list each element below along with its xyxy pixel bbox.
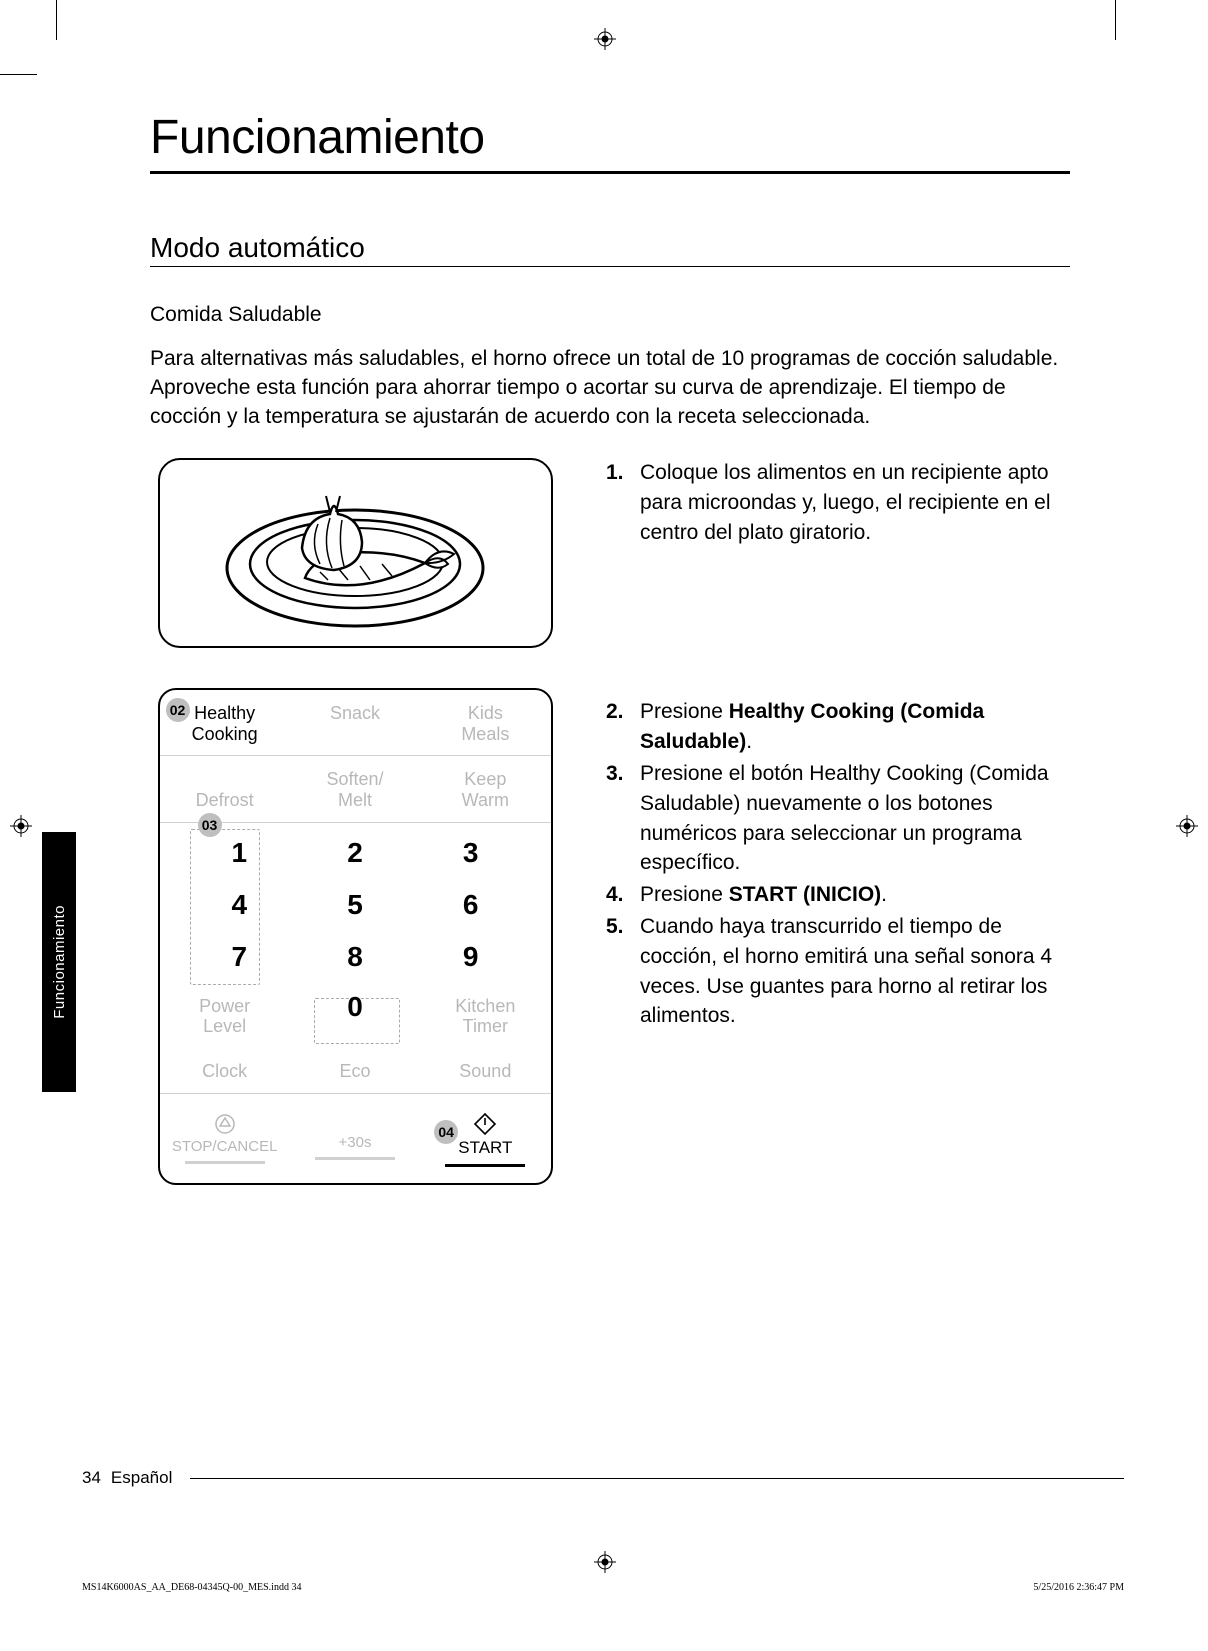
- instruction-steps: 1.Coloque los alimentos en un recipiente…: [606, 458, 1070, 547]
- intro-paragraph: Para alternativas más saludables, el hor…: [150, 345, 1070, 432]
- crop-mark: [1115, 0, 1116, 40]
- step-item: 5.Cuando haya transcurrido el tiempo de …: [606, 912, 1070, 1031]
- crop-mark: [56, 0, 57, 40]
- start-icon: [473, 1112, 497, 1136]
- snack-button[interactable]: Snack: [290, 690, 420, 755]
- step-item: 3.Presione el botón Healthy Cooking (Com…: [606, 759, 1070, 878]
- dashed-highlight: [190, 829, 260, 985]
- key-5[interactable]: 5: [297, 883, 413, 927]
- soften-melt-button[interactable]: Soften/ Melt: [290, 756, 420, 821]
- footer-language: Español: [111, 1468, 172, 1488]
- page-footer: 34 Español: [82, 1468, 1124, 1488]
- step-text: Cuando haya transcurrido el tiempo de co…: [640, 912, 1070, 1031]
- side-tab-label: Funcionamiento: [51, 905, 68, 1019]
- section-rule: [150, 266, 1070, 267]
- title-rule: [150, 171, 1070, 174]
- registration-mark-icon: [10, 815, 32, 837]
- print-time: 5/25/2016 2:36:47 PM: [1033, 1582, 1124, 1593]
- plus-30s-button[interactable]: +30s: [290, 1112, 420, 1167]
- keep-warm-button[interactable]: Keep Warm: [420, 756, 550, 821]
- kitchen-timer-button[interactable]: Kitchen Timer: [420, 983, 550, 1048]
- key-6[interactable]: 6: [413, 883, 529, 927]
- stop-cancel-button[interactable]: STOP/CANCEL: [160, 1112, 290, 1167]
- step-item: 4.Presione START (INICIO).: [606, 880, 1070, 910]
- step-item: 2.Presione Healthy Cooking (Comida Salud…: [606, 697, 1070, 757]
- instruction-steps: 2.Presione Healthy Cooking (Comida Salud…: [606, 697, 1070, 1031]
- eco-button[interactable]: Eco: [290, 1048, 420, 1093]
- start-button[interactable]: 04 START: [420, 1112, 550, 1167]
- control-panel: 02 Healthy Cooking Snack Kids Meals Defr…: [158, 688, 553, 1185]
- step-badge-02: 02: [166, 698, 190, 722]
- crop-mark: [0, 74, 37, 75]
- defrost-button[interactable]: Defrost: [160, 756, 290, 821]
- step-text: Presione el botón Healthy Cooking (Comid…: [640, 759, 1070, 878]
- step-text: Coloque los alimentos en un recipiente a…: [640, 458, 1070, 547]
- page-number: 34: [82, 1468, 101, 1488]
- healthy-cooking-button[interactable]: 02 Healthy Cooking: [160, 690, 290, 755]
- key-8[interactable]: 8: [297, 935, 413, 979]
- kids-meals-button[interactable]: Kids Meals: [420, 690, 550, 755]
- side-tab: Funcionamiento: [42, 832, 76, 1092]
- registration-mark-icon: [594, 28, 616, 50]
- page-title: Funcionamiento: [150, 110, 1070, 165]
- registration-mark-icon: [594, 1551, 616, 1573]
- key-0[interactable]: 0: [290, 983, 420, 1048]
- key-2[interactable]: 2: [297, 831, 413, 875]
- footer-rule: [190, 1478, 1124, 1479]
- step-badge-04: 04: [434, 1120, 458, 1144]
- print-file: MS14K6000AS_AA_DE68-04345Q-00_MES.indd 3…: [82, 1582, 301, 1593]
- step-text: Presione Healthy Cooking (Comida Saludab…: [640, 697, 1070, 757]
- print-footer: MS14K6000AS_AA_DE68-04345Q-00_MES.indd 3…: [82, 1582, 1124, 1593]
- step-item: 1.Coloque los alimentos en un recipiente…: [606, 458, 1070, 547]
- plate-food-icon: [210, 468, 500, 638]
- key-9[interactable]: 9: [413, 935, 529, 979]
- step-badge-03: 03: [198, 813, 222, 837]
- step-text: Presione START (INICIO).: [640, 880, 1070, 910]
- registration-mark-icon: [1176, 815, 1198, 837]
- power-level-button[interactable]: Power Level: [160, 983, 290, 1048]
- clock-button[interactable]: Clock: [160, 1048, 290, 1093]
- subheading: Comida Saludable: [150, 303, 1070, 327]
- food-illustration: [158, 458, 553, 648]
- key-3[interactable]: 3: [413, 831, 529, 875]
- section-heading: Modo automático: [150, 232, 1070, 264]
- stop-icon: [213, 1112, 237, 1136]
- page-content: Funcionamiento Modo automático Comida Sa…: [150, 110, 1070, 1185]
- sound-button[interactable]: Sound: [420, 1048, 550, 1093]
